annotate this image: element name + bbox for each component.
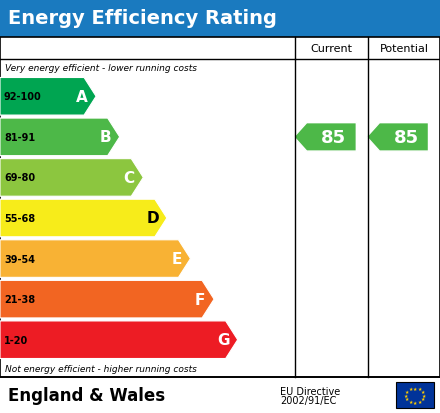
- Text: 39-54: 39-54: [4, 254, 35, 264]
- Text: 81-91: 81-91: [4, 133, 35, 142]
- Text: 92-100: 92-100: [4, 92, 42, 102]
- Text: F: F: [195, 292, 205, 307]
- Polygon shape: [0, 119, 120, 156]
- Text: Energy Efficiency Rating: Energy Efficiency Rating: [8, 9, 277, 28]
- Text: ★: ★: [404, 392, 408, 398]
- Text: 69-80: 69-80: [4, 173, 35, 183]
- Text: Potential: Potential: [379, 44, 429, 54]
- Text: England & Wales: England & Wales: [8, 386, 165, 404]
- Text: ★: ★: [413, 386, 417, 391]
- Text: 55-68: 55-68: [4, 214, 35, 223]
- Polygon shape: [367, 123, 429, 152]
- Text: ★: ★: [422, 392, 426, 398]
- Text: D: D: [147, 211, 159, 226]
- Text: Very energy efficient - lower running costs: Very energy efficient - lower running co…: [5, 64, 197, 73]
- Text: G: G: [217, 332, 230, 347]
- Text: 1-20: 1-20: [4, 335, 28, 345]
- Text: Not energy efficient - higher running costs: Not energy efficient - higher running co…: [5, 364, 197, 373]
- Text: ★: ★: [421, 389, 425, 394]
- Text: ★: ★: [417, 387, 422, 392]
- Polygon shape: [0, 200, 167, 237]
- Polygon shape: [0, 281, 214, 318]
- Text: ★: ★: [408, 399, 413, 404]
- Polygon shape: [0, 321, 238, 358]
- Text: EU Directive: EU Directive: [280, 386, 340, 396]
- Text: E: E: [171, 252, 182, 266]
- Text: 85: 85: [393, 128, 418, 147]
- Text: 21-38: 21-38: [4, 294, 35, 304]
- Text: ★: ★: [413, 399, 417, 404]
- Polygon shape: [0, 240, 191, 278]
- Text: Current: Current: [311, 44, 352, 54]
- Text: ★: ★: [421, 396, 425, 401]
- Bar: [396, 382, 434, 408]
- Polygon shape: [0, 159, 143, 197]
- Text: B: B: [100, 130, 111, 145]
- Bar: [0, 0, 440, 38]
- Text: A: A: [76, 90, 88, 104]
- Text: ★: ★: [405, 396, 409, 401]
- Text: C: C: [124, 171, 135, 185]
- Text: ★: ★: [405, 389, 409, 394]
- Polygon shape: [294, 123, 356, 152]
- Polygon shape: [0, 78, 96, 116]
- Text: ★: ★: [417, 399, 422, 404]
- Bar: [0, 38, 440, 377]
- Text: ★: ★: [408, 387, 413, 392]
- Text: 2002/91/EC: 2002/91/EC: [280, 395, 336, 405]
- Text: 85: 85: [321, 128, 346, 147]
